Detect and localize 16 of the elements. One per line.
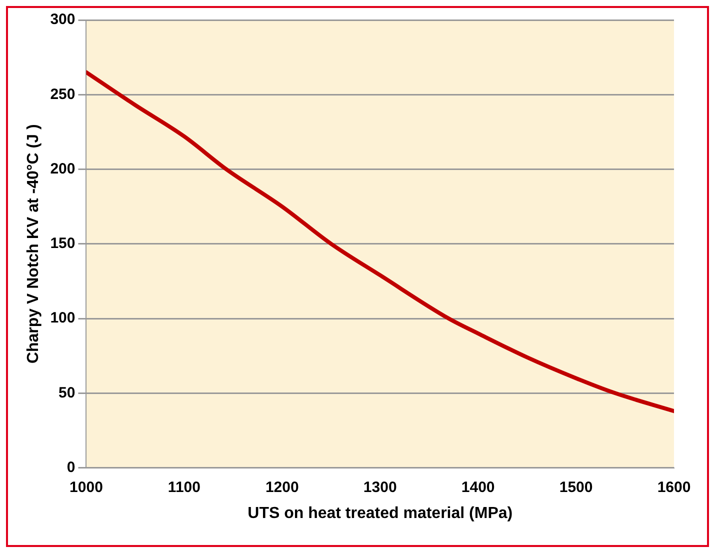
x-tick-label: 1200 [265, 478, 299, 496]
y-axis-title: Charpy V Notch KV at -40°C (J ) [25, 124, 42, 364]
y-tick-label: 0 [66, 458, 76, 476]
x-tick-label: 1400 [461, 478, 495, 496]
y-tick-label: 250 [50, 86, 76, 103]
x-tick-label: 1000 [70, 478, 103, 496]
x-tick-label: 1300 [363, 478, 397, 496]
x-tick-label: 1500 [559, 478, 593, 496]
y-tick-label: 100 [50, 310, 76, 327]
y-tick-label: 150 [50, 235, 76, 252]
x-tick-label: 1100 [168, 478, 200, 496]
y-tick-label: 300 [50, 11, 76, 28]
x-axis-title: UTS on heat treated material (MPa) [248, 504, 513, 522]
x-tick-label: 1600 [657, 478, 691, 496]
y-tick-label: 50 [58, 384, 76, 402]
y-tick-label: 200 [50, 160, 76, 178]
